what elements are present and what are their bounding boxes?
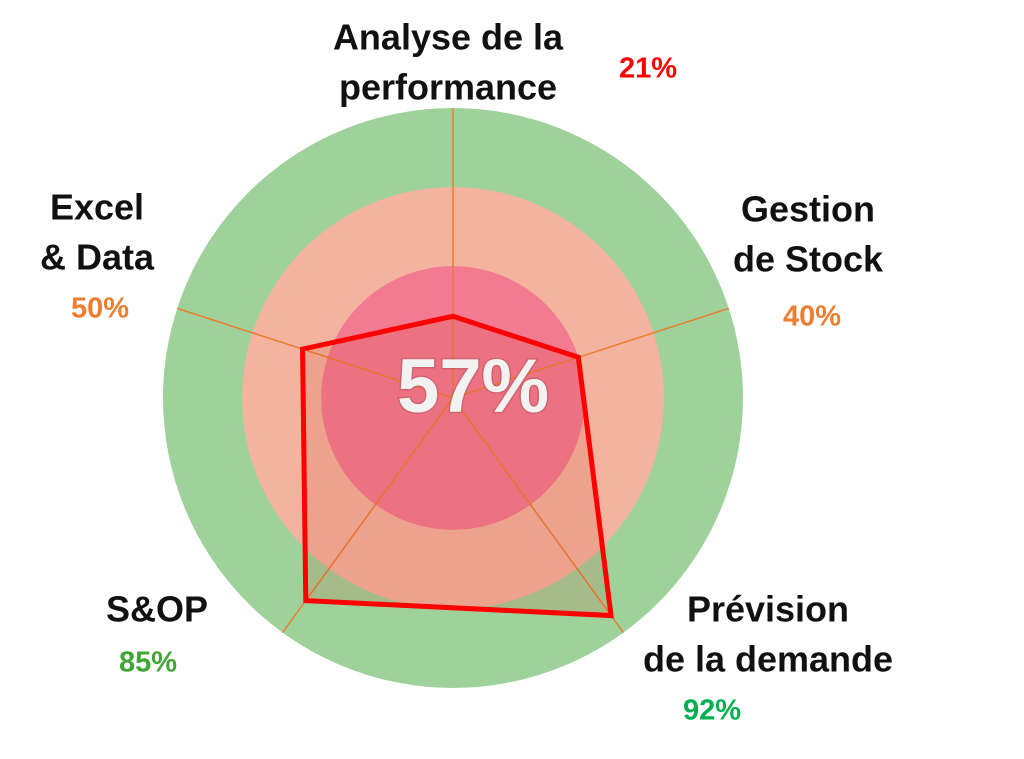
- spoke: [452, 397, 625, 634]
- value-label: 50%: [71, 293, 129, 325]
- axis-label: & Data: [40, 237, 155, 278]
- spoke: [176, 307, 454, 399]
- value-label: 21%: [619, 53, 677, 85]
- spoke: [452, 307, 730, 399]
- value-label: 40%: [783, 301, 841, 333]
- value-label: 85%: [119, 647, 177, 679]
- axis-label: de la demande: [643, 639, 893, 680]
- axis-label: Prévision: [687, 589, 849, 630]
- axis-label: de Stock: [733, 239, 884, 280]
- axis-label: Gestion: [741, 189, 875, 230]
- spoke: [281, 397, 454, 634]
- axis-label: S&OP: [106, 589, 208, 630]
- axis-label: performance: [339, 67, 557, 108]
- axis-label: Excel: [50, 187, 144, 228]
- value-label: 92%: [683, 695, 741, 727]
- axis-label: Analyse de la: [333, 17, 564, 58]
- center-label: 57%: [397, 344, 549, 429]
- radar-polygon: [300, 313, 614, 619]
